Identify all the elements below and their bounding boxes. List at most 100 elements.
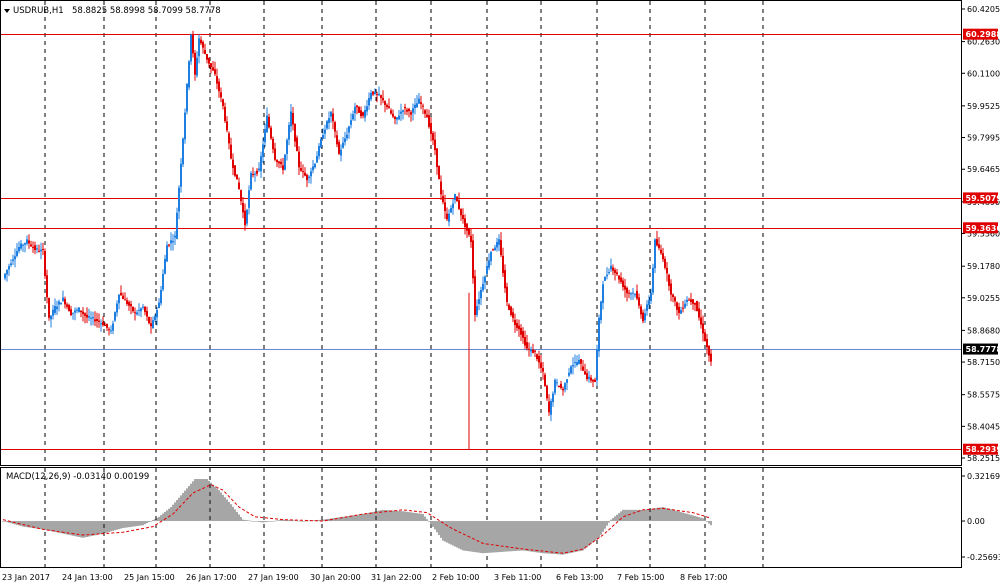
candle-body [120, 292, 122, 296]
candle-body [478, 299, 480, 304]
macd-bar [42, 521, 44, 530]
macd-bar [178, 497, 180, 522]
candle-body [302, 171, 304, 173]
candle-body [658, 244, 660, 249]
macd-bar [202, 479, 204, 522]
macd-bar [238, 514, 240, 522]
candle-body [290, 111, 292, 127]
candle-body [682, 307, 684, 309]
macd-bar [366, 513, 368, 522]
candle-body [584, 371, 586, 375]
macd-bar [486, 521, 488, 553]
macd-bar [226, 499, 228, 522]
candle-body [218, 81, 220, 92]
dropdown-triangle-icon[interactable] [4, 9, 10, 13]
macd-bar [630, 509, 632, 522]
macd-bar [290, 520, 292, 522]
candle-body [98, 320, 100, 322]
candle-body [602, 284, 604, 303]
candle-body [342, 142, 344, 148]
candle-body [156, 309, 158, 318]
candle-body [162, 273, 164, 290]
macd-bar [510, 521, 512, 552]
candle-body [138, 309, 140, 311]
candle-body [600, 301, 602, 320]
candle-body [384, 101, 386, 105]
candle-body [708, 346, 710, 356]
macd-bar [488, 521, 490, 553]
macd-bar [670, 509, 672, 522]
candle-body [636, 291, 638, 299]
macd-bar [78, 521, 80, 537]
candle-body [130, 304, 132, 307]
candle-body [494, 247, 496, 251]
candle-body [496, 242, 498, 248]
candle-body [508, 304, 510, 310]
macd-bar [162, 513, 164, 522]
macd-axis: 0.32169 0.00 -0.25693 [961, 472, 1000, 562]
candle-body [622, 280, 624, 287]
macd-bar [90, 521, 92, 537]
macd-bar [350, 515, 352, 522]
candle-body [362, 112, 364, 116]
candle-body [14, 256, 16, 260]
candle-body [648, 300, 650, 306]
y-tick-label: 59.7995 [967, 134, 1000, 143]
candle-body [154, 316, 156, 321]
macd-bar [460, 521, 462, 550]
macd-bar [698, 517, 700, 522]
candle-body [40, 249, 42, 252]
macd-bar [628, 509, 630, 522]
candle-body [172, 240, 174, 243]
macd-bar [278, 520, 280, 522]
macd-bar [374, 511, 376, 522]
macd-tick-label: 0.32169 [967, 472, 1000, 481]
candle-body [582, 366, 584, 371]
candle-body [528, 348, 530, 350]
macd-bar [152, 519, 154, 522]
candle-body [366, 106, 368, 112]
macd-bar [268, 521, 270, 522]
price-tag [963, 192, 998, 204]
macd-bar [356, 514, 358, 522]
candle-body [628, 292, 630, 294]
macd-bar [404, 511, 406, 522]
macd-bar [450, 521, 452, 545]
macd-bar [678, 511, 680, 522]
candle-body [8, 266, 10, 270]
macd-bar [30, 521, 32, 528]
candle-body [94, 319, 96, 322]
macd-bar [518, 521, 520, 551]
candle-body [22, 244, 24, 246]
macd-bar [82, 521, 84, 538]
candle-body [16, 251, 18, 256]
candle-body [518, 325, 520, 330]
candle-body [114, 312, 116, 321]
macd-bar [648, 508, 650, 522]
macd-bar [118, 521, 120, 530]
candle-body [278, 161, 280, 164]
macd-bar [540, 521, 542, 553]
macd-bar [260, 521, 262, 523]
candle-body [44, 251, 46, 277]
macd-bar [494, 521, 496, 553]
macd-bar [620, 511, 622, 522]
macd-bar [560, 521, 562, 555]
candle-body [54, 305, 56, 313]
macd-bar [352, 515, 354, 522]
candle-body [562, 388, 564, 391]
candle-body [226, 121, 228, 131]
price-tag-label: 59.5079 [966, 194, 1000, 203]
macd-bar [346, 516, 348, 522]
candle-body [574, 362, 576, 364]
candle-body [360, 110, 362, 117]
macd-bar [606, 521, 608, 526]
macd-bar [142, 521, 144, 526]
macd-bar [106, 521, 108, 533]
macd-bar [296, 520, 298, 522]
macd-bar [506, 521, 508, 552]
candle-body [560, 383, 562, 388]
candle-body [84, 313, 86, 316]
macd-bar [596, 521, 598, 540]
